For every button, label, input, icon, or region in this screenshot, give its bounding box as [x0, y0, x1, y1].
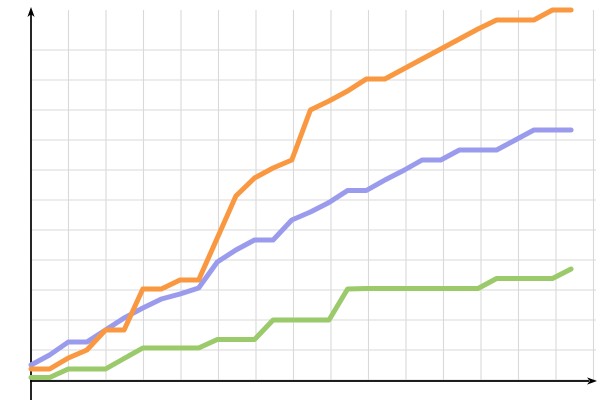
x-axis-arrowhead [587, 377, 597, 385]
purple-series-line [28, 127, 574, 368]
green-series-line [28, 266, 574, 380]
orange-series-line [28, 7, 574, 372]
data-series [28, 7, 574, 380]
y-axis-arrowhead [27, 7, 35, 17]
axes [27, 7, 597, 400]
